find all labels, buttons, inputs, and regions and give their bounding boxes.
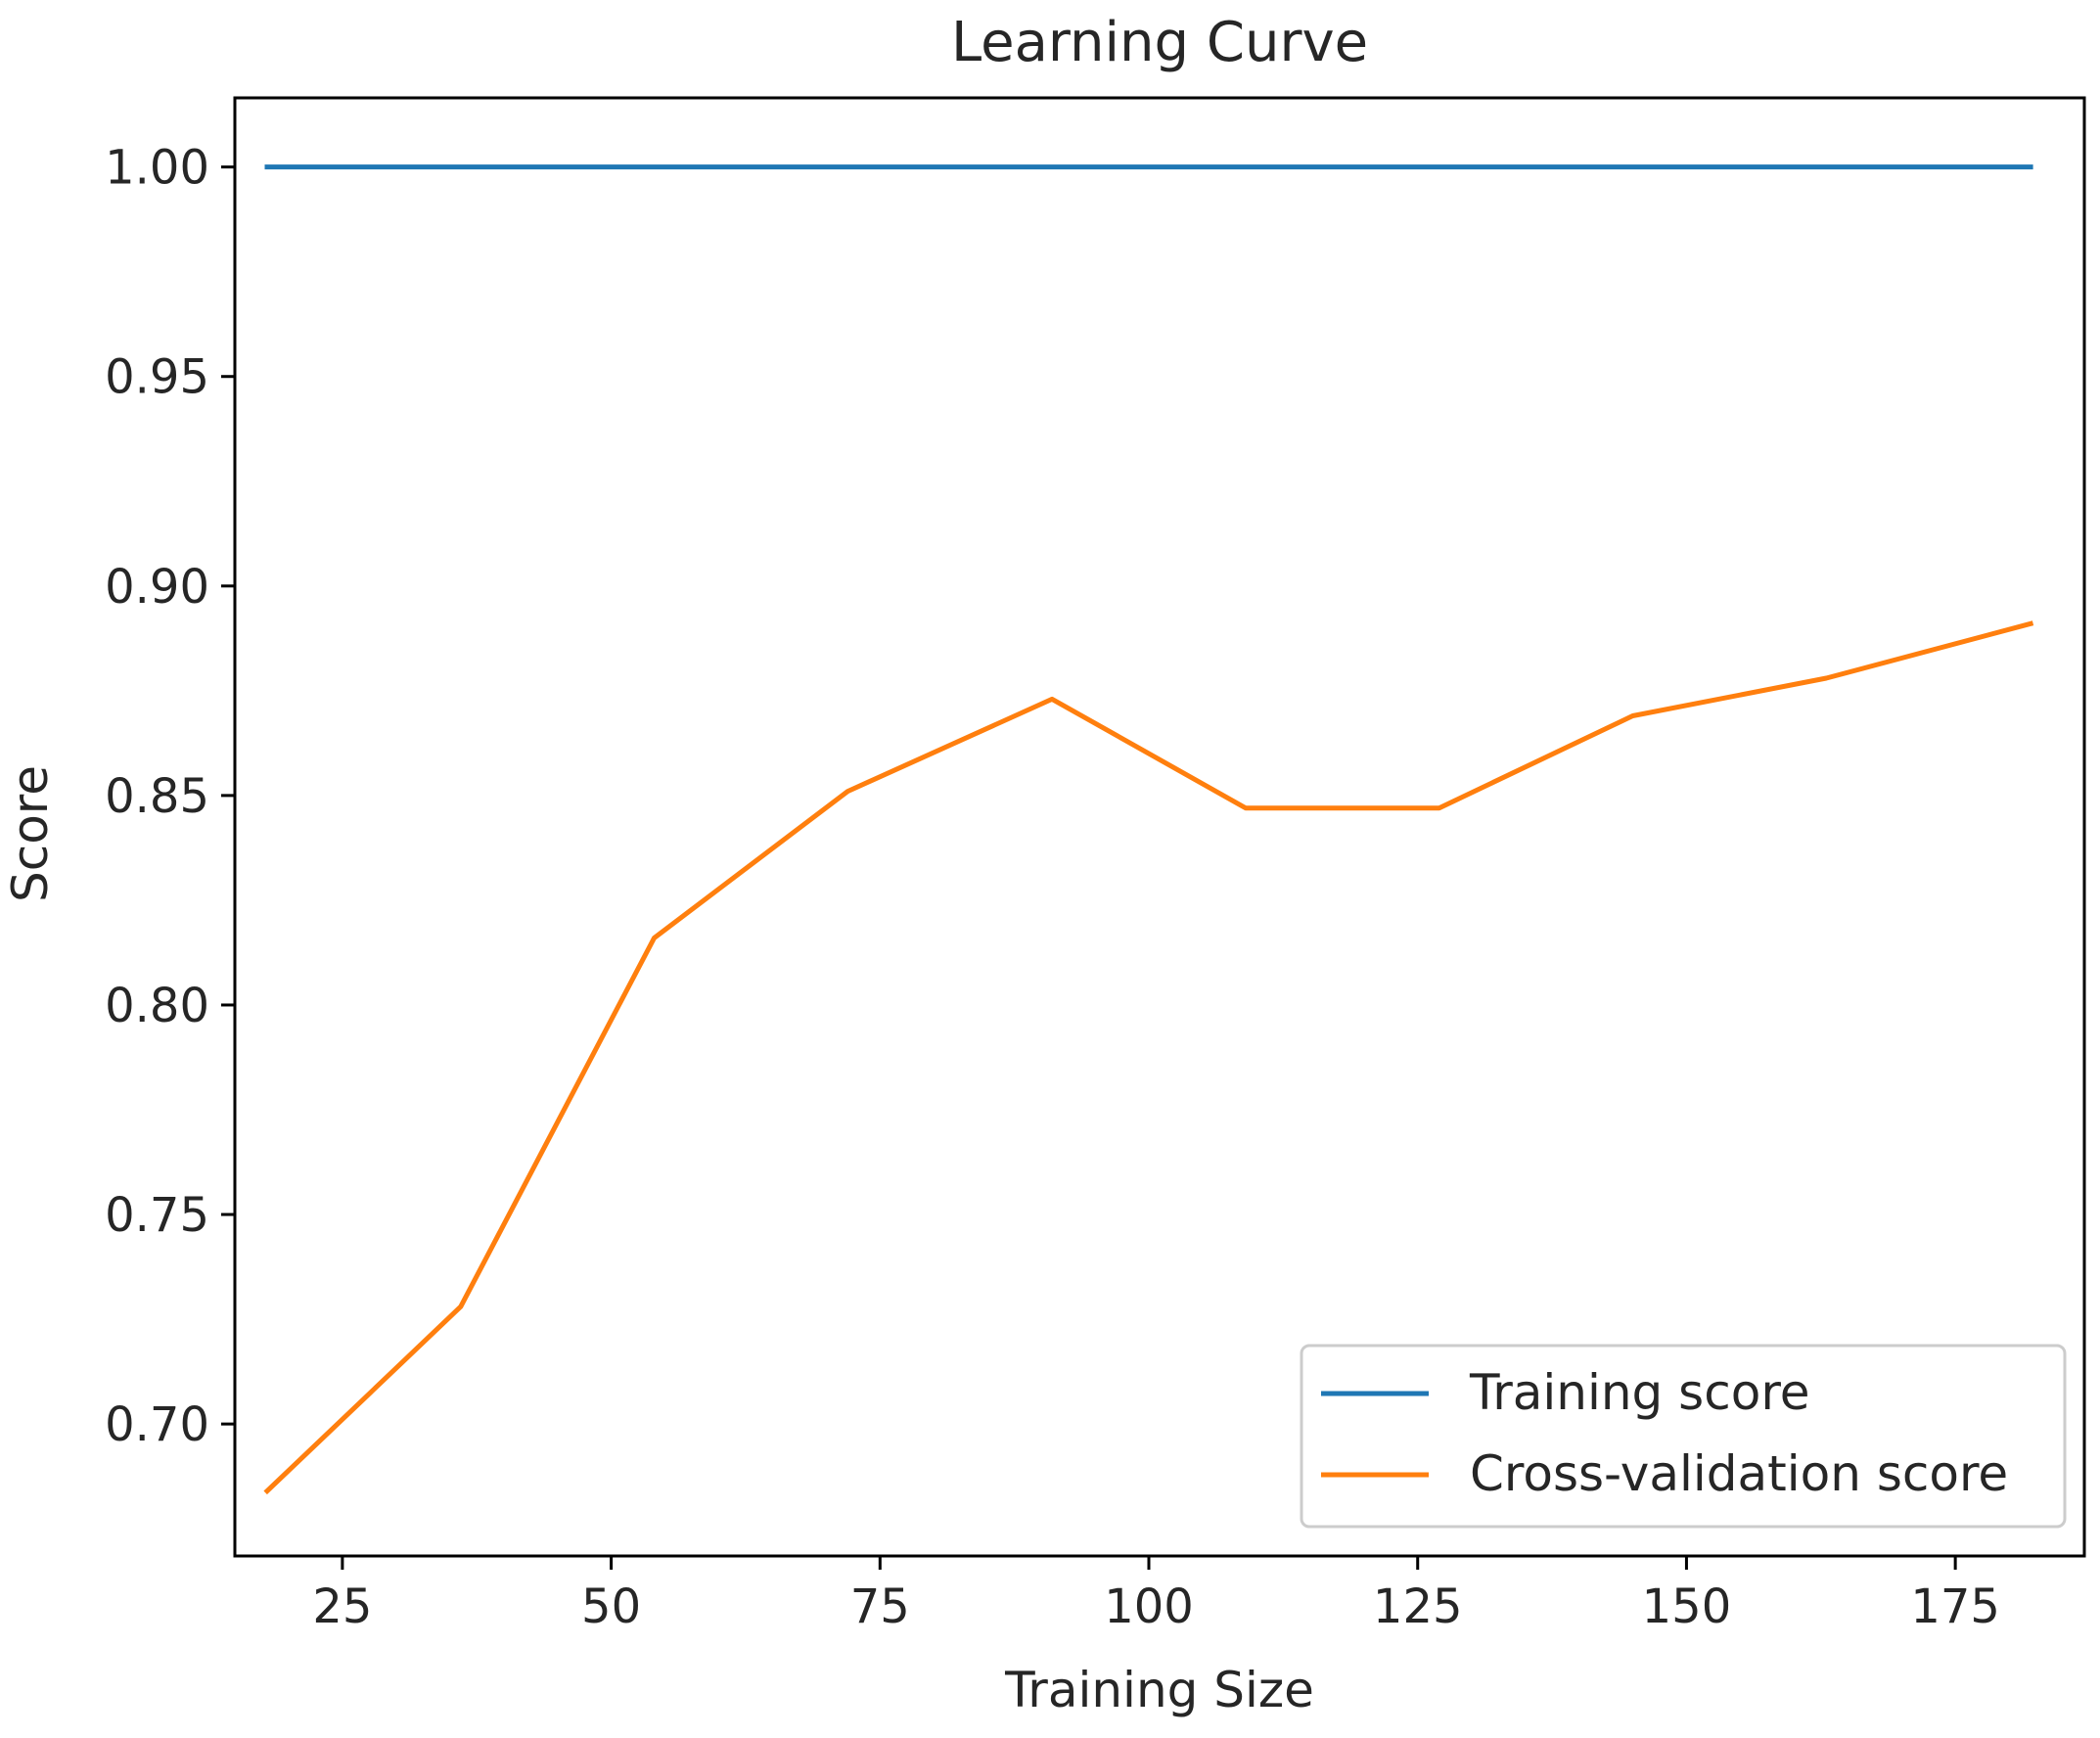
chart-title: Learning Curve	[951, 11, 1368, 74]
plot-frame	[233, 96, 2086, 1558]
legend: Training score Cross-validation score	[1300, 1344, 2067, 1529]
x-tick-label: 125	[1373, 1579, 1463, 1634]
y-axis: 0.70 0.75 0.80 0.85 0.90 0.95 1.00	[105, 141, 235, 1452]
series-line-cross-validation-score	[263, 620, 2034, 1495]
legend-label: Cross-validation score	[1470, 1445, 2008, 1502]
y-tick-label: 1.00	[105, 141, 209, 196]
y-tick-label: 0.85	[105, 769, 209, 824]
legend-box	[1300, 1344, 2067, 1529]
x-tick-label: 50	[581, 1579, 641, 1634]
y-axis-label: Score	[2, 765, 59, 902]
y-tick-label: 0.90	[105, 560, 209, 615]
y-tick-label: 0.80	[105, 979, 209, 1033]
x-axis: 25 50 75 100 125 150 175	[312, 1556, 2000, 1634]
y-tick-label: 0.75	[105, 1188, 209, 1243]
y-tick-label: 0.70	[105, 1397, 209, 1452]
x-tick-label: 100	[1104, 1579, 1194, 1634]
plot-area	[263, 164, 2034, 1495]
x-axis-label: Training Size	[1004, 1662, 1314, 1718]
x-tick-label: 175	[1910, 1579, 2000, 1634]
x-tick-label: 25	[312, 1579, 372, 1634]
y-tick-label: 0.95	[105, 350, 209, 405]
x-tick-label: 150	[1642, 1579, 1732, 1634]
legend-label: Training score	[1469, 1364, 1810, 1421]
x-tick-label: 75	[850, 1579, 910, 1634]
